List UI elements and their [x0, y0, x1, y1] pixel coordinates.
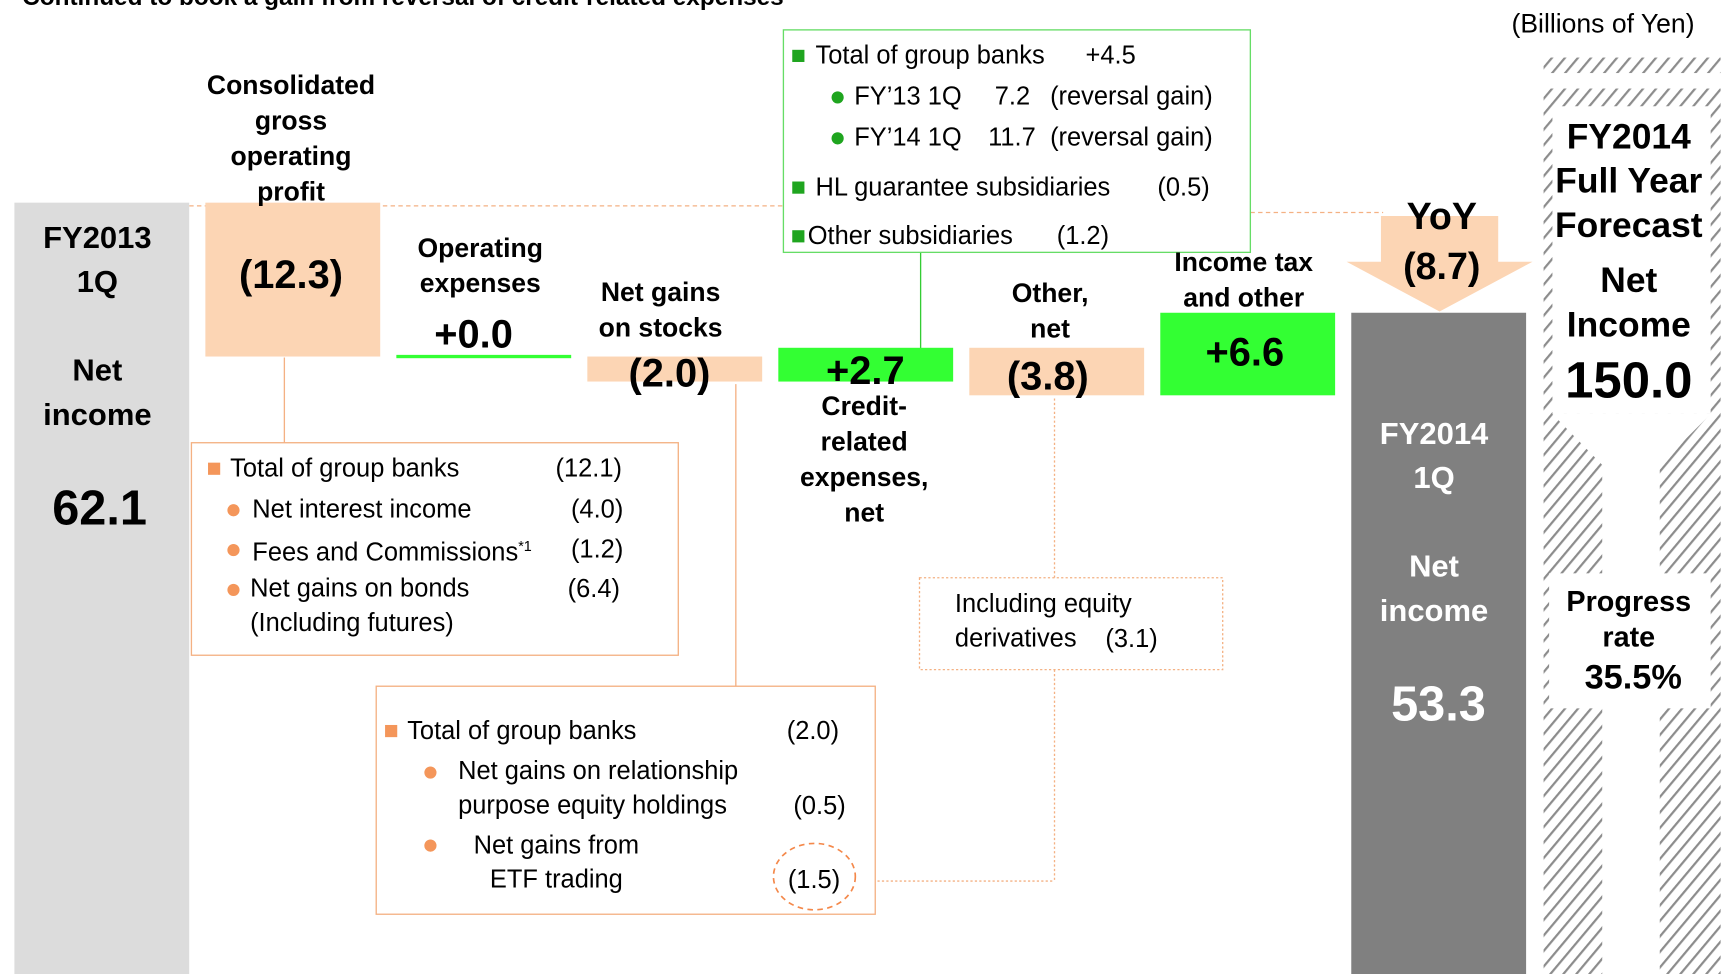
- note-text: FY’13 1Q: [854, 81, 962, 111]
- note-text: Total of group banks: [407, 715, 637, 745]
- note-text: Including equity derivatives: [954, 588, 1132, 652]
- slide-title: Continued to book a gain from reversal o…: [22, 0, 784, 14]
- bar: [14, 202, 190, 974]
- note-value: (1.5): [787, 864, 841, 894]
- note-text: Net gains on bonds (Including futures): [250, 573, 470, 637]
- value-label: +0.0: [434, 311, 513, 357]
- bar: [587, 356, 763, 382]
- unit-label: (Billions of Yen): [1511, 9, 1695, 40]
- category-label: Operating expenses: [417, 233, 543, 299]
- value-label: (3.8): [1006, 353, 1089, 399]
- note-value: (1.2): [570, 534, 624, 563]
- value-label: (2.0): [628, 350, 711, 396]
- note-text: Net gains on relationship purpose equity…: [458, 755, 739, 820]
- yoy-value: (8.7): [1403, 245, 1481, 288]
- yoy-arrow: [1346, 215, 1533, 312]
- category-label: Net gains on stocks: [598, 277, 723, 344]
- note-value: (12.1): [555, 453, 622, 483]
- bar: [778, 347, 954, 382]
- note-text: Net interest income: [252, 494, 472, 523]
- bar: [1351, 312, 1527, 974]
- category-label: FY2014 1Q Net income: [1379, 416, 1489, 628]
- forecast-panel: [1543, 57, 1721, 974]
- note-text: Other subsidiaries: [807, 220, 1013, 250]
- value-label: (12.3): [238, 251, 344, 298]
- category-label: Consolidated gross operating profit: [206, 70, 376, 207]
- note-value: +4.5: [1085, 40, 1136, 70]
- value-label: +2.7: [825, 347, 905, 394]
- forecast-value: 150.0: [1565, 350, 1693, 409]
- category-label: Credit- related expenses, net: [799, 391, 929, 528]
- note-value: (1.2): [1056, 220, 1110, 250]
- note-text: FY’14 1Q: [854, 122, 962, 152]
- value-label: +6.6: [1205, 329, 1285, 375]
- category-label: Other, net: [1011, 278, 1089, 345]
- category-label: Income tax and other: [1174, 247, 1314, 314]
- yoy-label: YoY: [1406, 195, 1477, 238]
- note-text: Fees and Commissions: [252, 537, 519, 566]
- forecast-title: FY2014 Full Year Forecast: [1554, 116, 1703, 245]
- note-text: Total of group banks: [815, 40, 1045, 70]
- forecast-metric: Net Income: [1566, 260, 1691, 345]
- note-value: (0.5): [1157, 172, 1210, 201]
- bar: [969, 347, 1145, 396]
- note-boxes: [190, 29, 1252, 915]
- bar: [205, 202, 381, 357]
- progress-value: 35.5%: [1584, 657, 1682, 697]
- value-label: 62.1: [52, 481, 147, 536]
- note-text: Fees and Commissions*1: [252, 529, 532, 570]
- note-text: (reversal gain): [1050, 122, 1213, 152]
- bar: [1160, 312, 1336, 396]
- footnote-mark: *1: [518, 537, 532, 555]
- note-value: (6.4): [567, 573, 620, 603]
- bar: [396, 354, 572, 359]
- note-value: 7.2: [994, 81, 1031, 111]
- note-text: HL guarantee subsidiaries: [815, 172, 1111, 201]
- value-label: 53.3: [1391, 676, 1486, 732]
- note-value: (4.0): [570, 494, 624, 523]
- note-value: (2.0): [786, 715, 840, 745]
- category-label: FY2013 1Q Net income: [43, 220, 152, 432]
- note-text: Net gains from ETF trading: [473, 830, 640, 894]
- note-value: 11.7: [988, 122, 1036, 152]
- note-value: (3.1): [1105, 623, 1158, 653]
- note-text: Total of group banks: [230, 453, 460, 483]
- note-value: (0.5): [793, 790, 846, 820]
- progress-label: Progress rate: [1566, 584, 1692, 654]
- note-text: (reversal gain): [1050, 81, 1213, 111]
